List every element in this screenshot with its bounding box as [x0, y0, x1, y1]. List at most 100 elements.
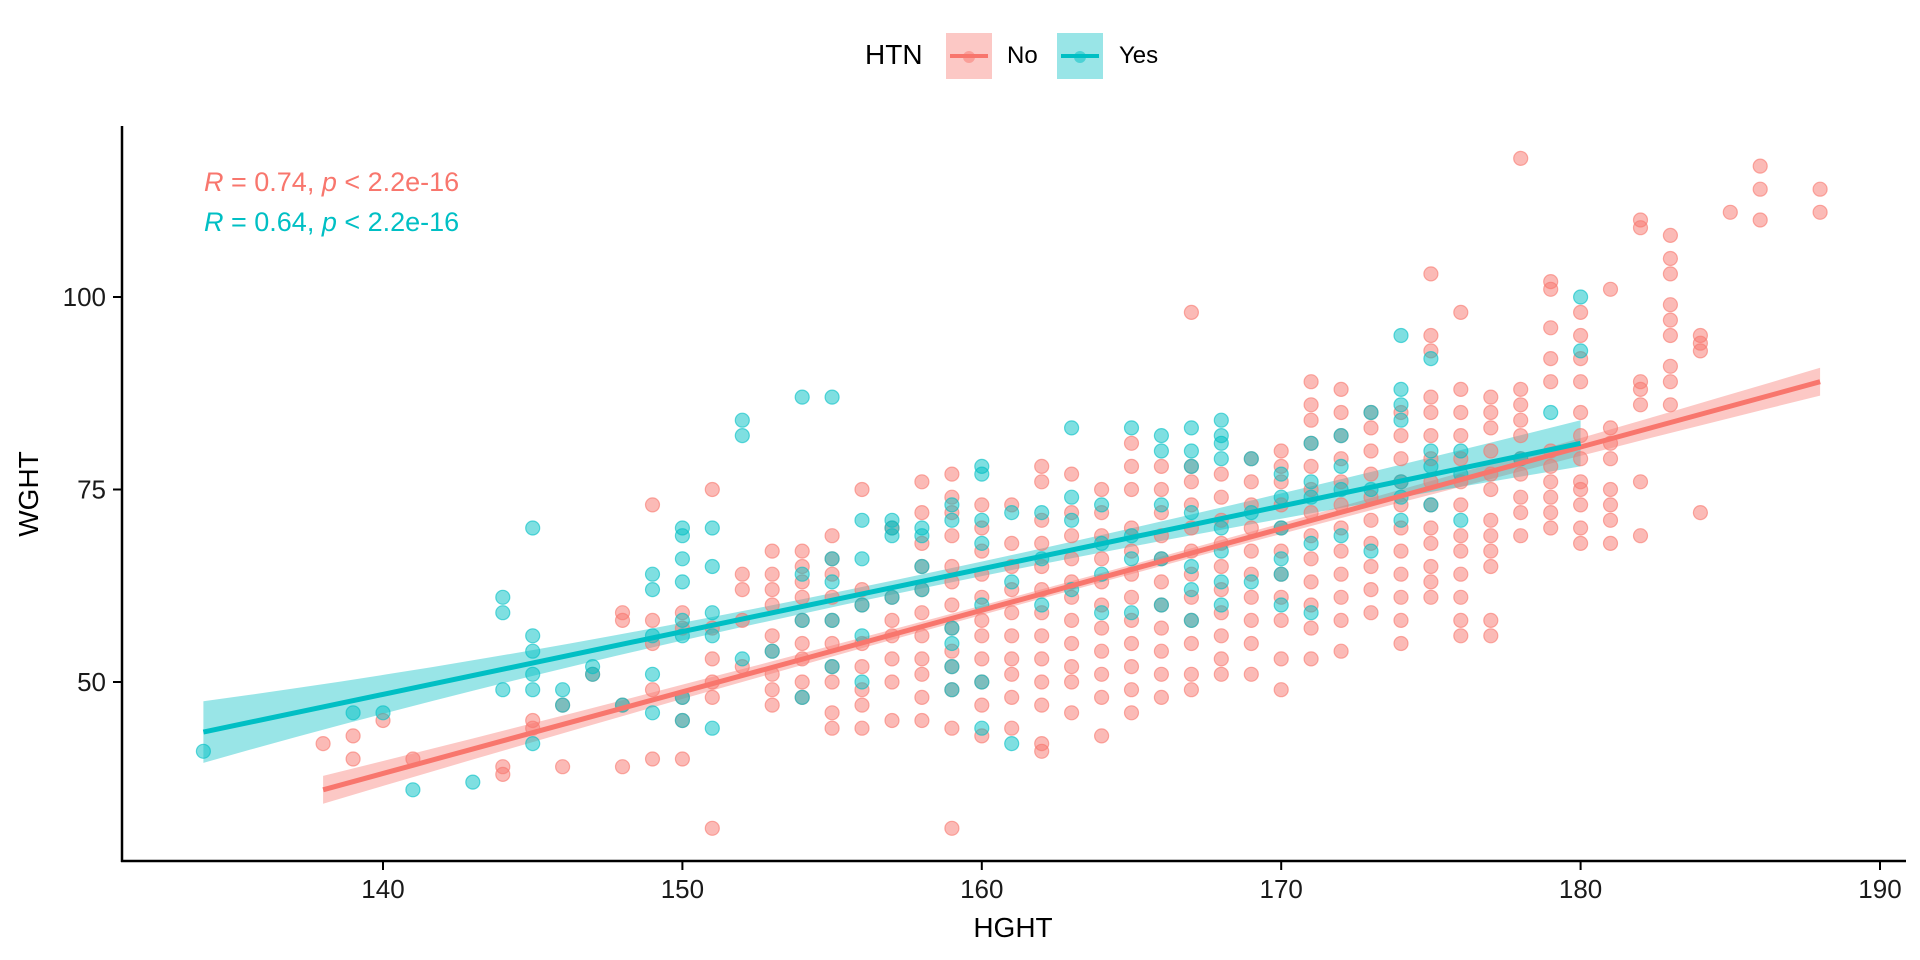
data-point-no: [1333, 612, 1349, 629]
data-point-yes: [914, 520, 930, 536]
data-point-no: [1483, 420, 1499, 436]
data-point-yes: [1123, 551, 1140, 567]
data-point-no: [1153, 689, 1170, 706]
data-point-no: [614, 605, 631, 621]
data-point-no: [1243, 612, 1259, 629]
data-point-no: [854, 720, 870, 736]
data-point-yes: [674, 520, 691, 536]
data-point-no: [1063, 466, 1080, 482]
data-point-no: [854, 481, 870, 498]
data-point-no: [1692, 327, 1709, 344]
data-point-yes: [1153, 443, 1170, 459]
data-point-no: [554, 759, 571, 775]
data-point-no: [1243, 543, 1259, 559]
data-point-yes: [1423, 351, 1439, 367]
data-point-no: [1243, 635, 1259, 652]
data-point-no: [1423, 535, 1439, 552]
data-point-yes: [1303, 435, 1319, 451]
data-point-yes: [1034, 597, 1050, 613]
annotation-yes-r: R: [204, 207, 224, 237]
data-point-yes: [1303, 605, 1319, 621]
annotation-no-p: p: [321, 167, 337, 197]
data-point-yes: [525, 520, 541, 536]
data-point-no: [764, 581, 780, 598]
data-point-no: [1183, 635, 1200, 652]
data-point-no: [1034, 651, 1050, 667]
data-point-no: [1333, 404, 1349, 421]
data-point-yes: [554, 697, 571, 713]
data-point-yes: [1243, 574, 1259, 590]
data-point-no: [1153, 643, 1170, 659]
data-point-no: [1303, 412, 1319, 428]
data-point-no: [1363, 512, 1379, 528]
data-point-no: [1602, 281, 1619, 297]
data-point-no: [644, 682, 661, 698]
data-point-no: [1453, 628, 1469, 644]
data-point-yes: [1393, 512, 1409, 528]
data-point-no: [1602, 481, 1619, 498]
data-point-no: [1093, 551, 1110, 567]
data-point-no: [1752, 158, 1768, 174]
x-tick-label: 160: [960, 874, 1003, 904]
data-point-yes: [525, 643, 541, 659]
data-point-no: [1513, 397, 1529, 413]
annotation-no-r: R: [204, 167, 224, 197]
legend-label-no: No: [1007, 42, 1038, 69]
data-point-no: [1572, 451, 1589, 467]
data-point-no: [1153, 458, 1170, 474]
data-point-no: [1303, 397, 1319, 413]
data-point-yes: [1213, 451, 1229, 467]
data-point-yes: [525, 628, 541, 644]
data-point-yes: [704, 520, 720, 536]
data-point-yes: [824, 658, 840, 675]
data-point-no: [1632, 474, 1649, 490]
data-point-no: [1034, 735, 1050, 752]
data-point-no: [1093, 666, 1110, 682]
data-point-no: [794, 635, 810, 652]
data-point-no: [974, 651, 990, 667]
data-point-no: [764, 697, 780, 713]
data-point-no: [1153, 481, 1170, 498]
data-point-yes: [1423, 497, 1439, 513]
data-point-no: [1483, 512, 1499, 528]
data-point-no: [1543, 458, 1559, 474]
data-point-no: [1543, 320, 1559, 336]
annotation-yes-value: = 0.64,: [224, 207, 322, 237]
data-point-yes: [1453, 443, 1469, 459]
data-point-no: [1273, 443, 1289, 459]
data-point-no: [764, 543, 780, 559]
data-point-no: [884, 712, 900, 729]
data-point-no: [1123, 481, 1140, 498]
data-point-no: [944, 466, 960, 482]
annotation-yes-p: p: [321, 207, 337, 237]
data-point-no: [1572, 497, 1589, 513]
data-point-no: [704, 689, 720, 706]
data-point-no: [1093, 481, 1110, 498]
data-point-yes: [764, 643, 780, 659]
data-point-no: [1453, 428, 1469, 444]
data-point-yes: [1363, 543, 1379, 559]
data-point-yes: [1093, 605, 1110, 621]
data-point-no: [1543, 474, 1559, 490]
data-point-yes: [1183, 504, 1200, 521]
data-point-yes: [1453, 512, 1469, 528]
data-point-yes: [1273, 551, 1289, 567]
data-point-yes: [794, 689, 810, 706]
data-point-no: [1333, 643, 1349, 659]
data-point-yes: [704, 605, 720, 621]
data-point-yes: [1123, 420, 1140, 436]
data-point-no: [1572, 327, 1589, 344]
data-point-no: [1662, 227, 1679, 243]
data-point-yes: [1183, 581, 1200, 598]
data-point-yes: [794, 389, 810, 405]
data-point-no: [1004, 628, 1020, 644]
data-point-no: [1303, 620, 1319, 636]
data-point-yes: [734, 412, 750, 428]
data-point-no: [884, 674, 900, 690]
data-point-no: [1034, 628, 1050, 644]
data-point-no: [1513, 528, 1529, 544]
x-tick-label: 140: [361, 874, 404, 904]
data-point-no: [1453, 612, 1469, 629]
legend-label-yes: Yes: [1119, 42, 1158, 69]
data-point-no: [974, 697, 990, 713]
